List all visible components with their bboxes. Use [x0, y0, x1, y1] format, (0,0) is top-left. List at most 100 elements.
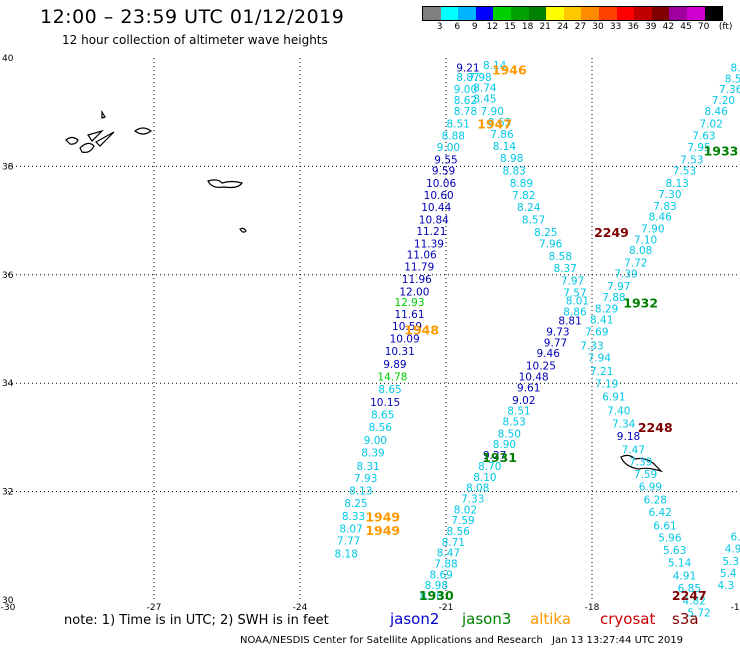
wave-height-label: 8.08 [629, 245, 652, 257]
wave-height-label: 10.06 [426, 178, 456, 190]
wave-height-label: 8.25 [344, 498, 367, 510]
wave-height-label: 4.3 [717, 580, 734, 592]
wave-height-label: 9.27 [483, 450, 506, 462]
wave-height-label: 7.59 [451, 515, 474, 527]
wave-height-label: 8.13 [665, 178, 688, 190]
y-tick-label: 40 [2, 54, 14, 64]
wave-height-label: 8.18 [335, 549, 358, 561]
color-swatch [686, 7, 705, 20]
color-swatch [634, 7, 652, 20]
wave-height-label: 7.72 [624, 258, 647, 270]
wave-height-label: 8.37 [554, 263, 577, 275]
wave-height-label: 7.94 [588, 353, 612, 365]
coastline-islands [65, 109, 664, 473]
pass-time-label: 1933 [704, 144, 739, 159]
wave-height-label: 8.70 [478, 461, 501, 473]
page-title: 12:00 – 23:59 UTC 01/12/2019 [40, 6, 345, 28]
color-swatch [440, 7, 459, 20]
y-tick-label: 36 [2, 271, 14, 281]
color-scale-unit: (ft) [718, 22, 733, 32]
wave-height-label: 7.59 [634, 469, 657, 481]
wave-height-label: 10.48 [519, 371, 549, 383]
wave-height-label: 9.18 [617, 431, 640, 443]
color-swatch [581, 7, 599, 20]
wave-height-label: 7.77 [337, 536, 360, 548]
wave-height-label: 8.24 [517, 202, 541, 214]
pass-time-labels: 1946 1947 2249 1933 1932 1948 2248 1931 19491949… [365, 62, 738, 603]
island [87, 129, 105, 142]
color-scale-tick: 27 [574, 22, 587, 32]
wave-height-label: 7.39 [629, 457, 652, 469]
wave-height-label: 9.00 [437, 142, 460, 154]
wave-height-label: 8.33 [342, 511, 365, 523]
wave-height-label: 7.30 [658, 189, 681, 201]
color-scale-tick: 39 [645, 22, 657, 32]
wave-height-label: 8.98 [425, 580, 448, 592]
wave-height-label: 7.69 [585, 327, 608, 339]
generated-timestamp: Jan 13 13:27:44 UTC 2019 [552, 635, 684, 646]
color-scale-tick: 18 [521, 22, 534, 32]
wave-height-label: 8.62 [454, 95, 477, 107]
wave-height-label: 8.51 [507, 406, 530, 418]
wave-height-label: 9.00 [364, 435, 387, 447]
wave-height-label: 11.79 [404, 261, 434, 273]
wave-height-values: 9.21 8.147.988.879.008.748.628.458.78 7.90… [335, 60, 740, 619]
wave-height-label: 4.91 [673, 570, 696, 582]
color-scale-tick: 36 [627, 22, 639, 32]
wave-height-label: 6.85 [678, 583, 701, 595]
color-scale-tick: 15 [504, 22, 516, 32]
x-tick-label: -24 [293, 603, 308, 613]
wave-height-label: 8.31 [356, 461, 379, 473]
pass-time-label: 1947 [477, 116, 512, 131]
wave-height-label: 11.96 [402, 274, 432, 286]
wave-height-label: 8.53 [502, 416, 525, 428]
pass-time-label: 1931 [482, 450, 517, 465]
wave-height-label: 8.65 [378, 384, 401, 396]
color-swatch [616, 7, 635, 20]
color-swatch [510, 7, 529, 20]
color-scale-tick: 70 [697, 22, 710, 32]
wave-height-label: 9.00 [454, 84, 477, 96]
wave-height-label: 8.08 [466, 483, 489, 495]
wave-height-label: 7.82 [512, 190, 535, 202]
wave-height-label: 8.78 [454, 106, 477, 118]
color-scale-tick: 9 [471, 22, 478, 32]
wave-height-label: 7.96 [539, 239, 563, 251]
wave-height-label: 11.39 [414, 239, 444, 251]
pass-time-label: 1930 [419, 588, 454, 603]
color-scale-tick: 3 [436, 22, 443, 32]
wave-height-label: 8.46 [648, 212, 672, 224]
wave-height-label: 5.63 [663, 545, 686, 557]
wave-height-label: 7.53 [673, 166, 696, 178]
color-swatch [475, 7, 494, 20]
wave-height-label: 9.55 [434, 155, 457, 167]
pass-time-label: 2249 [594, 225, 629, 240]
x-tick-label: -21 [439, 603, 454, 613]
wave-height-label: 8.90 [493, 439, 516, 451]
wave-height-label: 9.02 [512, 395, 535, 407]
color-swatch [651, 7, 670, 20]
satellite-legend-jason3: jason3 [462, 610, 512, 628]
color-swatch [563, 7, 582, 20]
wave-height-label: 4.82 [683, 595, 706, 607]
y-tick-label: 38 [2, 162, 14, 172]
wave-height-label: 7.97 [607, 281, 630, 293]
wave-height-label: 8.25 [534, 227, 557, 239]
wave-height-label: 8.71 [442, 537, 465, 549]
color-swatch [704, 7, 723, 20]
island [95, 131, 115, 147]
color-swatch [669, 7, 687, 20]
wave-height-label: 11.61 [394, 309, 424, 321]
wave-height-label: 7.57 [563, 287, 586, 299]
wave-height-label: 4.9 [725, 543, 740, 555]
wave-height-label: 7.93 [354, 473, 377, 485]
wave-height-label: 11.06 [407, 250, 437, 262]
wave-height-label: 7.39 [614, 269, 637, 281]
color-scale-tick: 21 [539, 22, 551, 32]
wave-height-label: 7.36 [719, 84, 740, 96]
island [65, 136, 79, 145]
wave-height-label: 14.78 [377, 371, 407, 383]
wave-height-label: 8.57 [522, 214, 545, 226]
island [79, 142, 95, 153]
wave-height-label: 6.99 [639, 482, 662, 494]
